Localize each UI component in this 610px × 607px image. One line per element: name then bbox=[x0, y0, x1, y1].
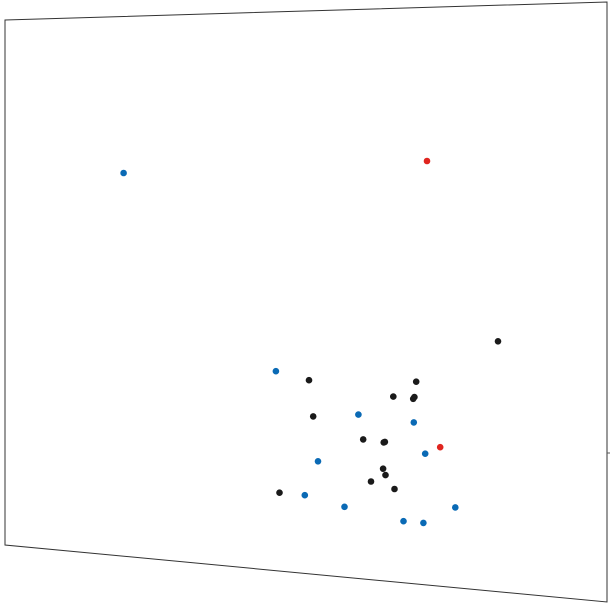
data-point-blue-9 bbox=[400, 517, 407, 525]
plot-frame bbox=[4, 1, 608, 603]
data-point-black-1 bbox=[305, 376, 313, 384]
data-point-blue-10 bbox=[420, 519, 427, 527]
data-point-black-10 bbox=[379, 465, 387, 473]
points-layer bbox=[120, 157, 502, 527]
data-point-black-7 bbox=[359, 436, 367, 443]
data-point-black-9 bbox=[380, 439, 388, 446]
data-point-blue-7 bbox=[341, 503, 348, 511]
data-point-red-1 bbox=[436, 443, 444, 451]
data-point-black-14 bbox=[276, 489, 283, 497]
data-point-black-13 bbox=[391, 485, 398, 493]
data-point-blue-1 bbox=[272, 367, 280, 375]
data-point-black-12 bbox=[367, 478, 375, 485]
data-point-blue-0 bbox=[120, 169, 127, 177]
data-point-black-5 bbox=[411, 393, 418, 401]
data-point-red-0 bbox=[423, 157, 431, 165]
data-point-black-3 bbox=[390, 393, 397, 400]
data-point-black-2 bbox=[412, 378, 420, 386]
data-point-blue-6 bbox=[301, 491, 309, 499]
data-point-black-11 bbox=[382, 471, 389, 479]
data-point-black-6 bbox=[309, 413, 317, 420]
data-point-blue-5 bbox=[314, 458, 322, 465]
data-point-blue-4 bbox=[421, 450, 429, 458]
data-point-blue-2 bbox=[355, 411, 362, 418]
data-point-blue-8 bbox=[452, 504, 459, 511]
data-point-black-0 bbox=[494, 338, 502, 345]
data-point-blue-3 bbox=[410, 419, 418, 426]
